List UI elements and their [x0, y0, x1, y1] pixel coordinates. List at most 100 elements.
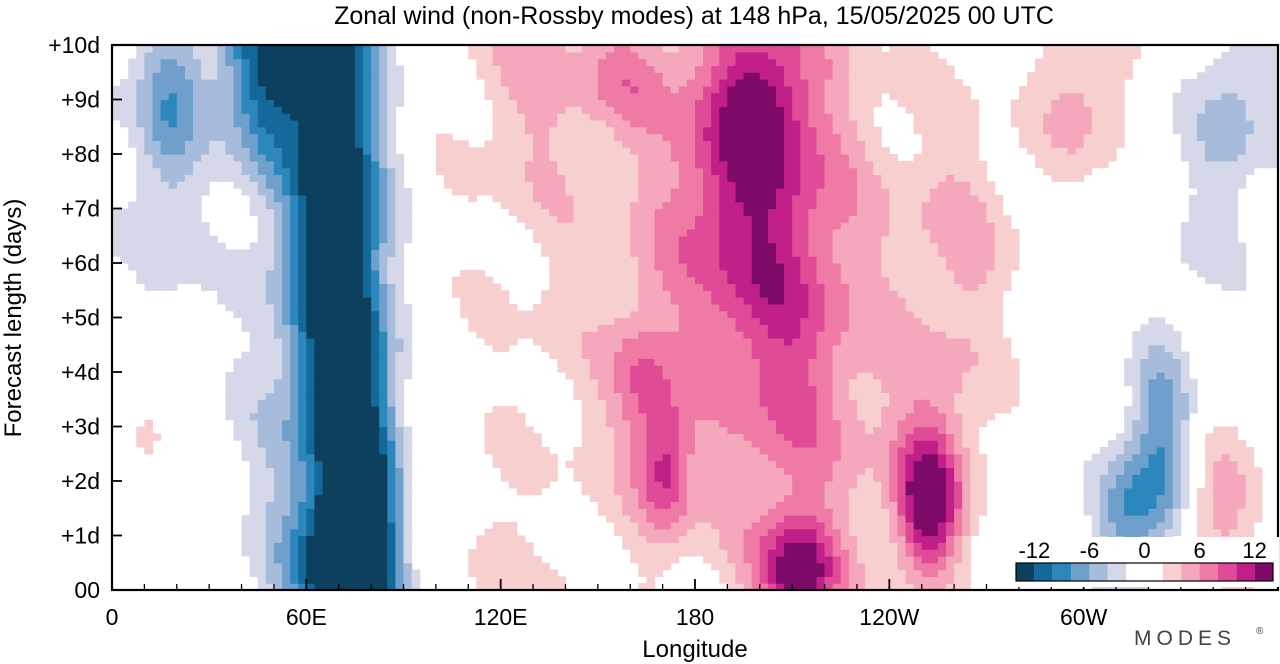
heatmap-cell [379, 358, 388, 366]
heatmap-cell [557, 310, 567, 319]
heatmap-cell [160, 256, 170, 264]
heatmap-cell [152, 92, 162, 101]
heatmap-cell [395, 174, 405, 182]
heatmap-cell [508, 528, 518, 537]
heatmap-cell [371, 474, 380, 482]
heatmap-cell [678, 303, 688, 312]
heatmap-cell [565, 372, 575, 380]
heatmap-cell [792, 167, 801, 176]
heatmap-cell [533, 160, 542, 169]
heatmap-cell [241, 412, 251, 421]
heatmap-cell [363, 440, 372, 448]
heatmap-cell [800, 549, 809, 557]
heatmap-cell [686, 263, 696, 271]
heatmap-cell [678, 481, 688, 489]
heatmap-cell [759, 453, 769, 462]
heatmap-cell [484, 72, 494, 80]
heatmap-cell [662, 160, 672, 169]
heatmap-cell [136, 235, 145, 244]
heatmap-cell [678, 92, 688, 101]
heatmap-cell [735, 242, 745, 250]
heatmap-cell [719, 208, 728, 216]
heatmap-cell [492, 521, 502, 530]
heatmap-cell [557, 297, 567, 305]
heatmap-cell [614, 487, 623, 496]
heatmap-cell [808, 392, 818, 400]
heatmap-cell [549, 85, 558, 94]
heatmap-cell [800, 58, 809, 67]
heatmap-cell [622, 419, 631, 428]
heatmap-cell [646, 58, 656, 67]
heatmap-cell [784, 562, 793, 571]
heatmap-cell [646, 133, 656, 141]
heatmap-cell [614, 154, 623, 162]
heatmap-cell [743, 154, 753, 162]
heatmap-cell [719, 433, 728, 441]
heatmap-cell [711, 256, 720, 264]
heatmap-cell [249, 569, 259, 577]
heatmap-cell [686, 440, 696, 448]
heatmap-cell [492, 126, 502, 135]
heatmap-cell [387, 576, 397, 584]
heatmap-cell [654, 147, 664, 155]
heatmap-cell [192, 276, 202, 285]
heatmap-cell [443, 140, 453, 148]
heatmap-cell [622, 324, 631, 332]
heatmap-cell [654, 222, 664, 230]
heatmap-cell [735, 174, 745, 182]
heatmap-cell [403, 508, 413, 516]
heatmap-cell [638, 126, 648, 135]
heatmap-cell [371, 576, 380, 584]
heatmap-cell [775, 344, 785, 353]
heatmap-cell [784, 583, 793, 591]
heatmap-cell [168, 181, 178, 189]
heatmap-cell [395, 276, 405, 285]
heatmap-cell [476, 331, 486, 339]
heatmap-cell [217, 147, 226, 155]
heatmap-cell [775, 154, 785, 162]
heatmap-cell [265, 501, 275, 509]
heatmap-cell [605, 406, 615, 414]
heatmap-cell [719, 392, 728, 400]
heatmap-cell [379, 201, 388, 210]
heatmap-cell [630, 494, 639, 503]
heatmap-cell [614, 372, 623, 380]
heatmap-cell [557, 324, 567, 332]
heatmap-cell [784, 576, 793, 584]
heatmap-cell [670, 51, 680, 60]
heatmap-cell [443, 174, 453, 182]
heatmap-cell [638, 515, 648, 523]
heatmap-cell [265, 133, 275, 141]
heatmap-cell [395, 460, 405, 468]
heatmap-cell [686, 276, 696, 285]
heatmap-cell [508, 446, 518, 455]
heatmap-cell [314, 515, 324, 523]
heatmap-cell [719, 58, 728, 67]
heatmap-cell [565, 147, 575, 155]
heatmap-cell [759, 419, 769, 428]
heatmap-cell [314, 106, 324, 114]
heatmap-cell [638, 562, 648, 571]
heatmap-cell [549, 181, 558, 189]
heatmap-cell [759, 460, 769, 468]
heatmap-cell [282, 515, 291, 523]
heatmap-cell [597, 337, 607, 346]
heatmap-cell [322, 263, 332, 271]
heatmap-cell [387, 283, 397, 291]
heatmap-cell [314, 494, 324, 503]
heatmap-cell [581, 481, 591, 489]
heatmap-cell [249, 310, 259, 319]
heatmap-cell [662, 372, 672, 380]
heatmap-cell [152, 79, 162, 87]
heatmap-cell [290, 263, 299, 271]
heatmap-cell [524, 201, 534, 210]
heatmap-cell [516, 460, 526, 468]
heatmap-cell [630, 249, 639, 257]
heatmap-cell [800, 481, 809, 489]
heatmap-cell [589, 174, 599, 182]
heatmap-cell [589, 446, 599, 455]
heatmap-cell [614, 317, 623, 325]
heatmap-cell [686, 317, 696, 325]
heatmap-cell [622, 385, 631, 394]
heatmap-cell [516, 555, 526, 564]
